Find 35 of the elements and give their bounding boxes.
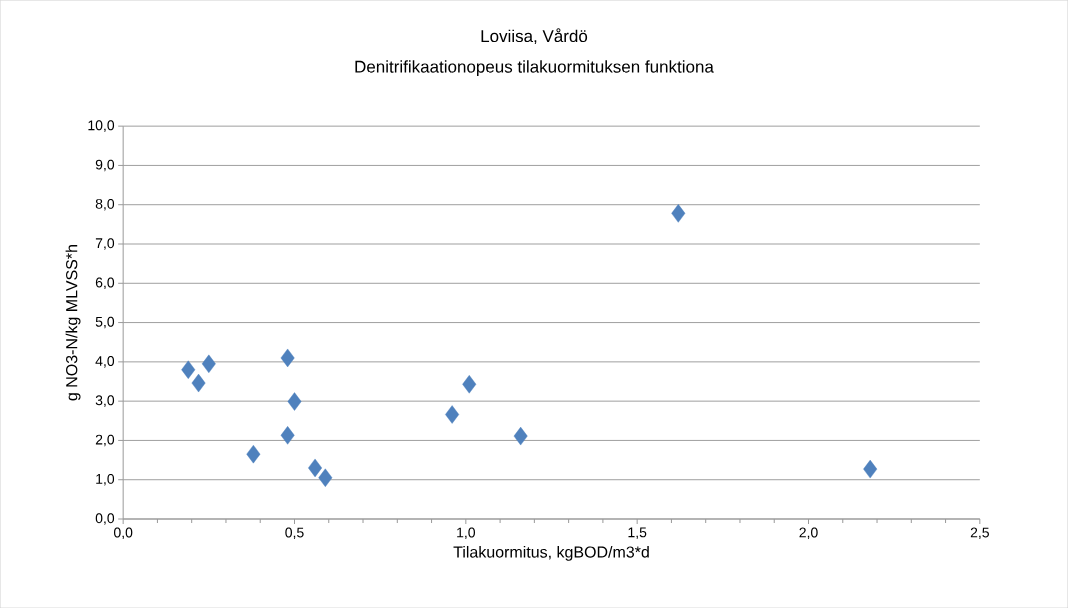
x-tick-label: 0,0 — [113, 527, 133, 540]
y-tick-label: 6,0 — [95, 277, 115, 289]
y-tick-label: 3,0 — [95, 395, 115, 407]
x-tick-label: 1,5 — [628, 527, 647, 539]
point — [287, 392, 302, 411]
chart-subtitle: Denitrifikaationopeus tilakuormituksen funktiona — [355, 60, 714, 77]
x-axis-title: Tilakuormitus, kgBOD/m3*d — [453, 545, 649, 561]
y-tick-label: 4,0 — [95, 355, 115, 368]
y-tick-label: 10,0 — [88, 120, 115, 132]
x-tick-label: 1,0 — [457, 527, 476, 540]
chart-title: Loviisa, Vårdö — [481, 28, 588, 45]
point — [191, 373, 206, 393]
y-tick-label: 1,0 — [96, 473, 115, 486]
y-tick-label: 8,0 — [95, 198, 115, 211]
point — [280, 348, 295, 368]
y-axis-title: g NO3-N/kg MLVSS*h — [65, 245, 81, 401]
y-tick-label: 7,0 — [95, 238, 115, 250]
point — [201, 354, 216, 373]
y-tick-label: 0,0 — [95, 513, 115, 525]
y-tick-label: 9,0 — [95, 159, 115, 172]
point — [513, 426, 528, 446]
y-tick-label: 2,0 — [95, 434, 115, 447]
x-tick-label: 2,5 — [970, 527, 989, 540]
point — [181, 360, 196, 379]
point — [445, 405, 460, 424]
point — [246, 444, 261, 464]
x-tick-label: 2,0 — [799, 527, 818, 540]
point — [308, 458, 322, 478]
point — [671, 204, 686, 223]
point — [863, 459, 878, 479]
point — [462, 374, 477, 394]
point — [280, 426, 295, 445]
y-tick-label: 5,0 — [95, 316, 115, 329]
point — [318, 468, 333, 487]
x-tick-label: 0,5 — [285, 527, 304, 540]
